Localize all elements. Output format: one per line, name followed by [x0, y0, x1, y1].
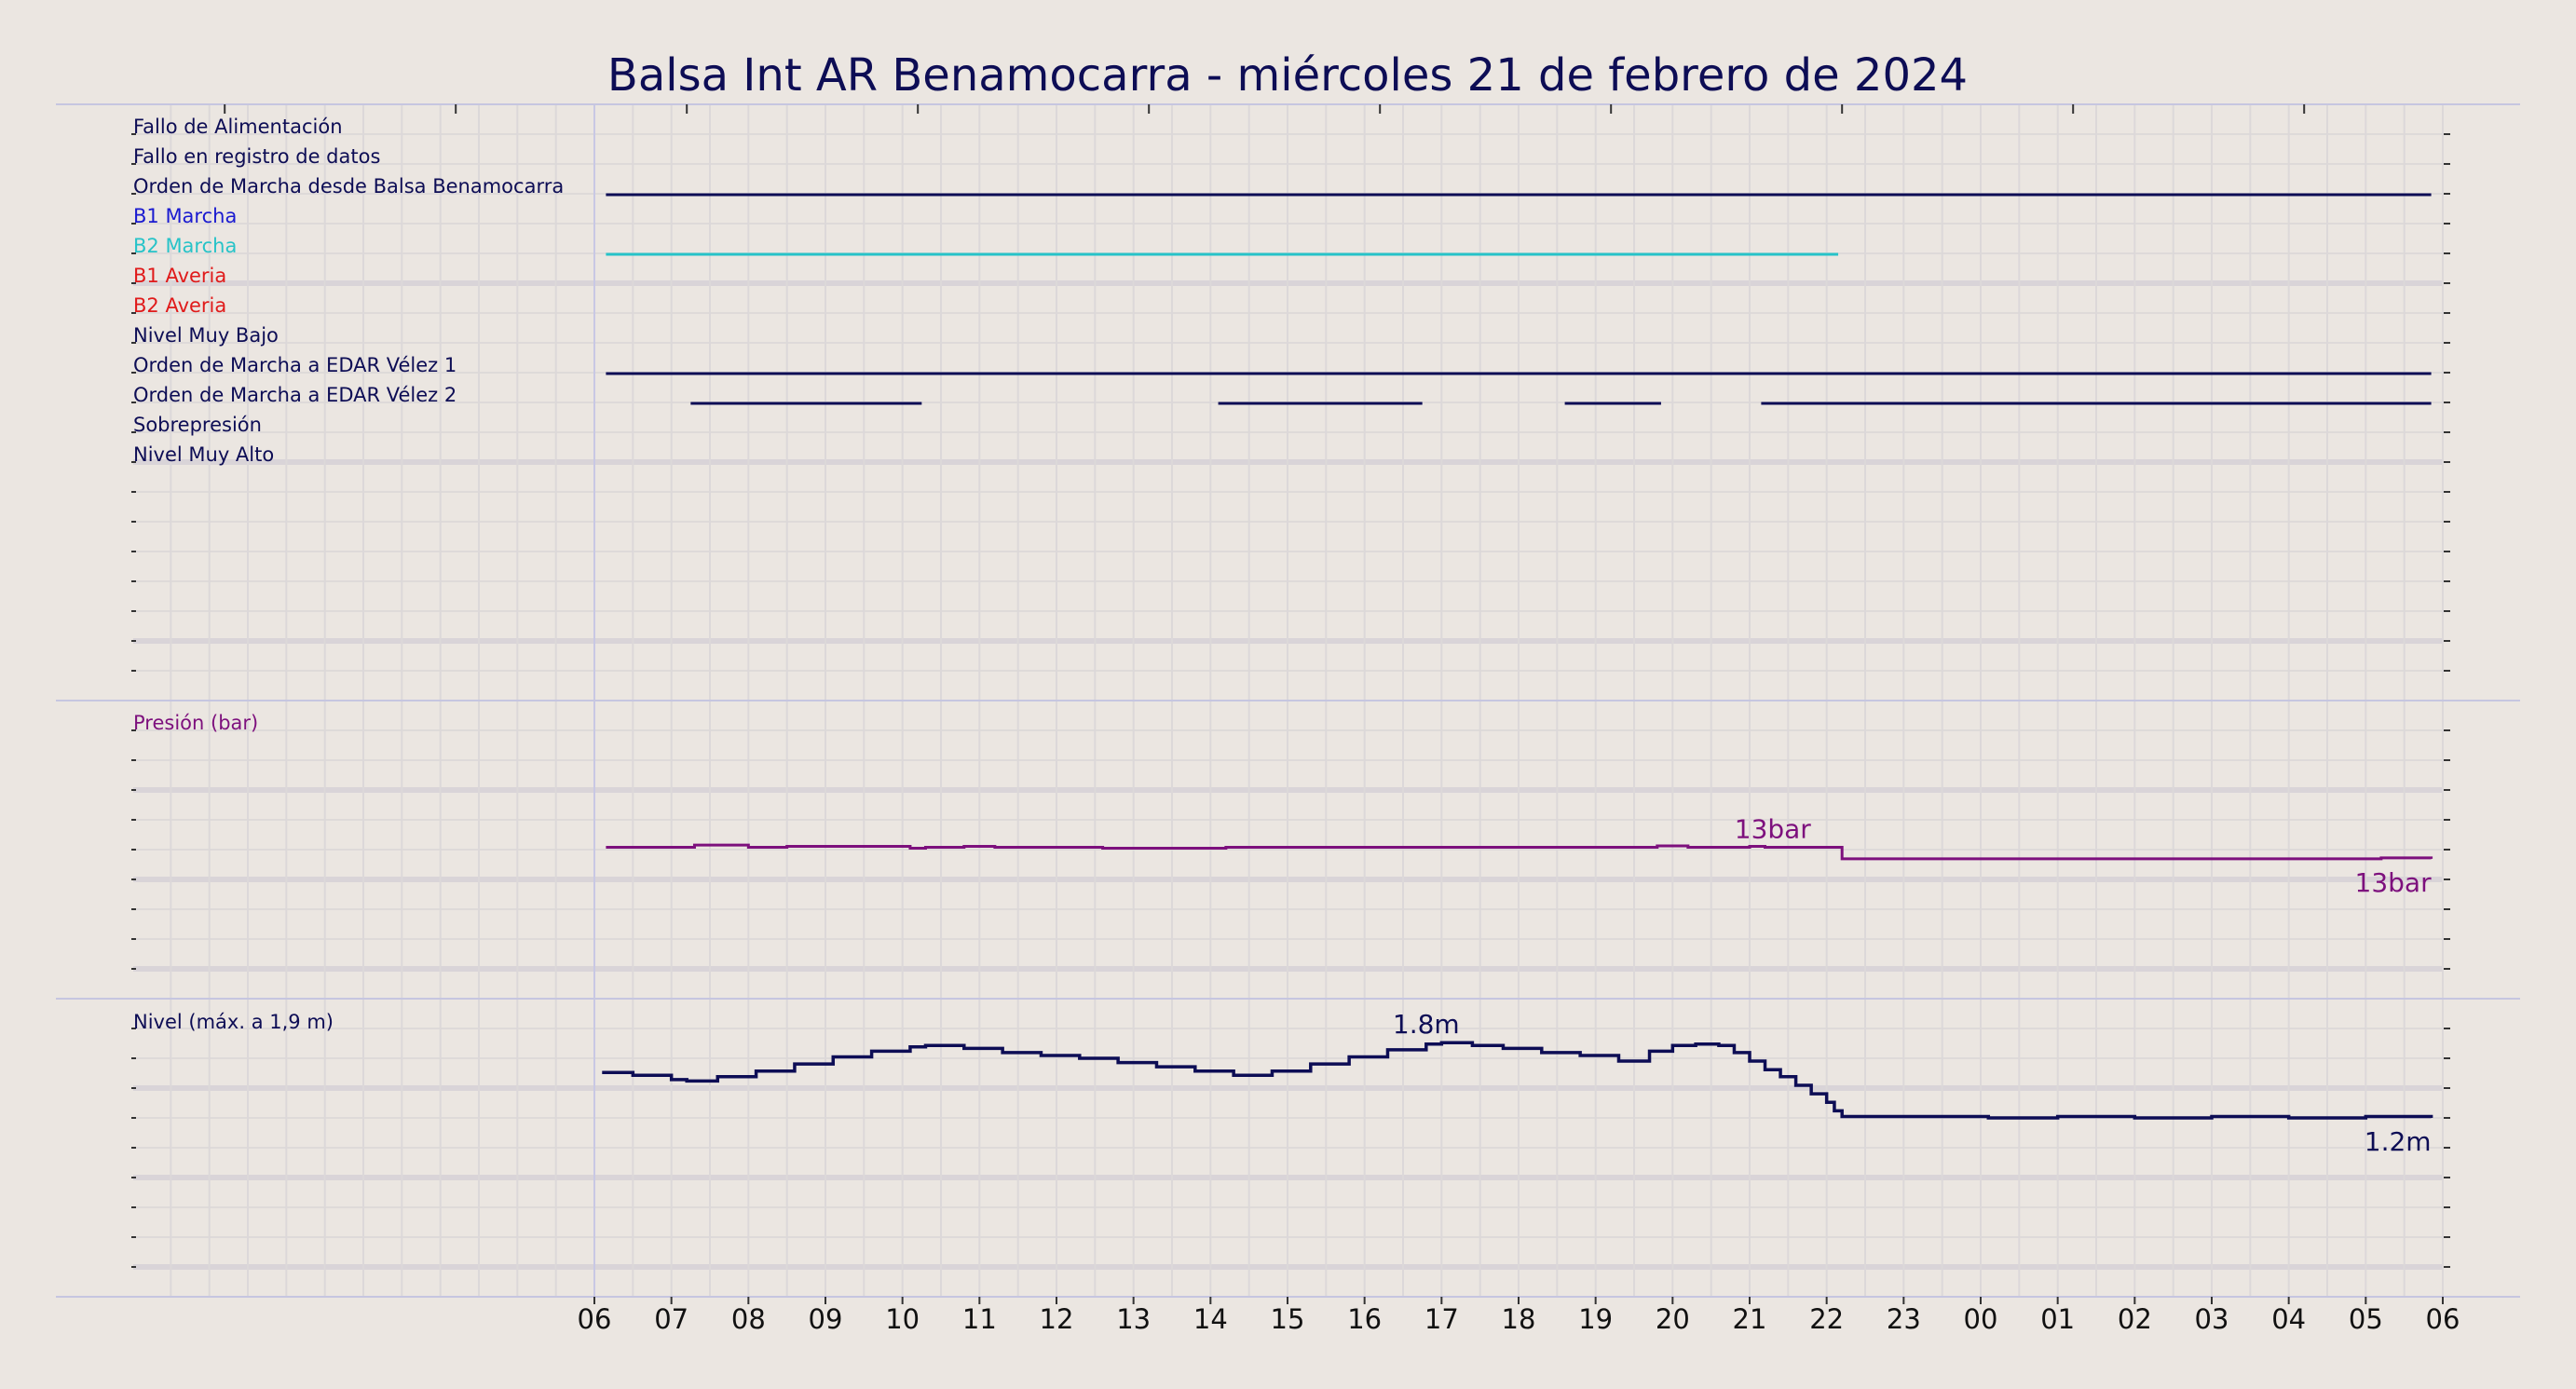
- x-tick-label: 13: [1116, 1303, 1151, 1335]
- x-tick-label: 19: [1578, 1303, 1613, 1335]
- x-tick-label: 12: [1040, 1303, 1074, 1335]
- x-tick-label: 04: [2271, 1303, 2306, 1335]
- x-tick-label: 09: [809, 1303, 843, 1335]
- x-tick-label: 20: [1656, 1303, 1690, 1335]
- signal-label: Orden de Marcha desde Balsa Benamocarra: [133, 175, 564, 197]
- x-tick-label: 08: [731, 1303, 766, 1335]
- x-tick-label: 07: [654, 1303, 688, 1335]
- pressure-line: [606, 843, 2433, 861]
- chart-title: Balsa Int AR Benamocarra - miércoles 21 …: [607, 49, 1968, 102]
- signal-label: B2 Marcha: [133, 235, 237, 257]
- signal-label: Nivel Muy Alto: [133, 443, 274, 466]
- x-tick-label: 14: [1193, 1303, 1228, 1335]
- x-tick-label: 03: [2195, 1303, 2229, 1335]
- signal-label: B2 Averia: [133, 294, 226, 317]
- x-tick-label: 23: [1887, 1303, 1921, 1335]
- signal-label: Sobrepresión: [133, 414, 262, 436]
- x-tick-label: 06: [2426, 1303, 2460, 1335]
- level-panel-label: Nivel (máx. a 1,9 m): [133, 1011, 334, 1033]
- x-tick-label: 11: [962, 1303, 997, 1335]
- signal-label: Nivel Muy Bajo: [133, 324, 279, 347]
- x-tick-label: 10: [885, 1303, 920, 1335]
- pressure-annotation: 13bar: [2355, 867, 2433, 898]
- x-tick-label: 06: [578, 1303, 612, 1335]
- signal-label: Orden de Marcha a EDAR Vélez 1: [133, 354, 457, 376]
- signal-label: Fallo en registro de datos: [133, 145, 380, 168]
- signal-label: Orden de Marcha a EDAR Vélez 2: [133, 384, 457, 406]
- signal-label: Fallo de Alimentación: [133, 116, 343, 138]
- x-tick-label: 16: [1347, 1303, 1382, 1335]
- pressure-annotation: 13bar: [1735, 814, 1812, 845]
- x-tick-label: 18: [1502, 1303, 1536, 1335]
- x-tick-label: 21: [1733, 1303, 1767, 1335]
- level-annotation: 1.8m: [1393, 1009, 1460, 1040]
- x-tick-label: 17: [1424, 1303, 1459, 1335]
- x-tick-label: 15: [1271, 1303, 1305, 1335]
- x-tick-label: 01: [2040, 1303, 2075, 1335]
- x-tick-label: 00: [1964, 1303, 1998, 1335]
- signal-label: B1 Averia: [133, 265, 226, 287]
- level-line: [602, 1041, 2433, 1120]
- pressure-panel-label: Presión (bar): [133, 712, 258, 734]
- x-tick-label: 22: [1809, 1303, 1844, 1335]
- x-tick-label: 02: [2118, 1303, 2152, 1335]
- x-tick-label: 05: [2349, 1303, 2383, 1335]
- signal-label: B1 Marcha: [133, 205, 237, 227]
- level-annotation: 1.2m: [2365, 1126, 2432, 1157]
